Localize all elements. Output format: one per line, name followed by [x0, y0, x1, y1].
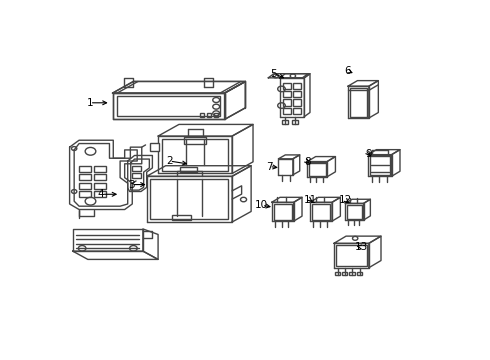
- Bar: [162, 139, 228, 171]
- Polygon shape: [158, 136, 232, 174]
- Polygon shape: [73, 229, 143, 251]
- Polygon shape: [310, 202, 332, 221]
- Bar: [131, 166, 141, 171]
- Bar: [200, 113, 204, 117]
- Bar: [79, 183, 91, 189]
- Bar: [207, 113, 211, 117]
- Polygon shape: [268, 74, 308, 78]
- Polygon shape: [73, 251, 158, 260]
- Bar: [292, 120, 298, 123]
- Text: 12: 12: [339, 195, 352, 205]
- Polygon shape: [70, 140, 142, 210]
- Text: 2: 2: [166, 156, 173, 166]
- Text: 7: 7: [266, 162, 272, 172]
- Bar: [79, 191, 91, 197]
- Polygon shape: [327, 157, 336, 177]
- Polygon shape: [124, 78, 133, 87]
- Text: 5: 5: [270, 69, 277, 79]
- Polygon shape: [143, 229, 158, 260]
- Bar: [357, 272, 363, 275]
- Bar: [283, 83, 291, 89]
- Polygon shape: [294, 197, 302, 221]
- Text: 10: 10: [255, 201, 269, 210]
- Polygon shape: [280, 78, 304, 117]
- Bar: [293, 83, 301, 89]
- Text: 9: 9: [366, 149, 372, 159]
- Bar: [350, 87, 367, 117]
- Text: 8: 8: [304, 157, 311, 167]
- Polygon shape: [345, 203, 364, 220]
- Bar: [293, 108, 301, 114]
- Polygon shape: [307, 157, 336, 162]
- Bar: [293, 99, 301, 105]
- Polygon shape: [334, 236, 381, 243]
- Bar: [113, 93, 224, 120]
- Text: 3: 3: [128, 180, 135, 190]
- Polygon shape: [271, 197, 302, 202]
- Bar: [370, 156, 390, 175]
- Bar: [283, 108, 291, 114]
- Bar: [335, 272, 341, 275]
- Bar: [94, 174, 106, 180]
- Polygon shape: [280, 74, 310, 78]
- Bar: [347, 204, 362, 219]
- Polygon shape: [392, 150, 400, 176]
- Polygon shape: [348, 86, 369, 118]
- Polygon shape: [293, 155, 300, 175]
- Text: 11: 11: [303, 195, 317, 205]
- Bar: [150, 143, 159, 151]
- Polygon shape: [307, 162, 327, 177]
- Bar: [131, 173, 141, 177]
- Bar: [214, 113, 218, 117]
- Polygon shape: [113, 81, 245, 93]
- Bar: [349, 272, 355, 275]
- Polygon shape: [232, 125, 253, 174]
- Polygon shape: [310, 197, 341, 202]
- Polygon shape: [278, 155, 300, 159]
- Polygon shape: [368, 155, 392, 176]
- Polygon shape: [158, 125, 253, 136]
- Polygon shape: [369, 236, 381, 268]
- Polygon shape: [345, 199, 370, 203]
- Bar: [282, 120, 288, 123]
- Bar: [283, 91, 291, 97]
- Bar: [172, 215, 191, 220]
- Polygon shape: [204, 78, 213, 87]
- Polygon shape: [147, 166, 251, 176]
- Polygon shape: [128, 156, 152, 192]
- Polygon shape: [348, 81, 378, 86]
- Bar: [150, 179, 228, 219]
- Bar: [309, 163, 325, 176]
- Polygon shape: [147, 176, 232, 222]
- Bar: [180, 167, 196, 172]
- Bar: [94, 191, 106, 197]
- Polygon shape: [334, 243, 369, 268]
- Polygon shape: [113, 93, 224, 120]
- Bar: [273, 204, 292, 220]
- Polygon shape: [271, 202, 294, 221]
- Bar: [117, 96, 220, 116]
- Polygon shape: [224, 81, 245, 120]
- Bar: [342, 272, 347, 275]
- Bar: [283, 99, 291, 105]
- Bar: [79, 174, 91, 180]
- Polygon shape: [332, 197, 341, 221]
- Polygon shape: [232, 166, 251, 222]
- Text: 6: 6: [344, 66, 351, 76]
- Text: 4: 4: [98, 189, 104, 199]
- Text: 1: 1: [86, 98, 93, 108]
- Bar: [312, 204, 330, 220]
- Polygon shape: [369, 81, 378, 118]
- Bar: [79, 166, 91, 172]
- Text: 13: 13: [355, 242, 368, 252]
- Polygon shape: [364, 199, 370, 220]
- Bar: [94, 183, 106, 189]
- Bar: [336, 245, 367, 266]
- Polygon shape: [368, 150, 400, 155]
- Bar: [293, 91, 301, 97]
- Bar: [94, 166, 106, 172]
- Polygon shape: [304, 74, 310, 117]
- Bar: [184, 138, 206, 144]
- Polygon shape: [278, 159, 293, 175]
